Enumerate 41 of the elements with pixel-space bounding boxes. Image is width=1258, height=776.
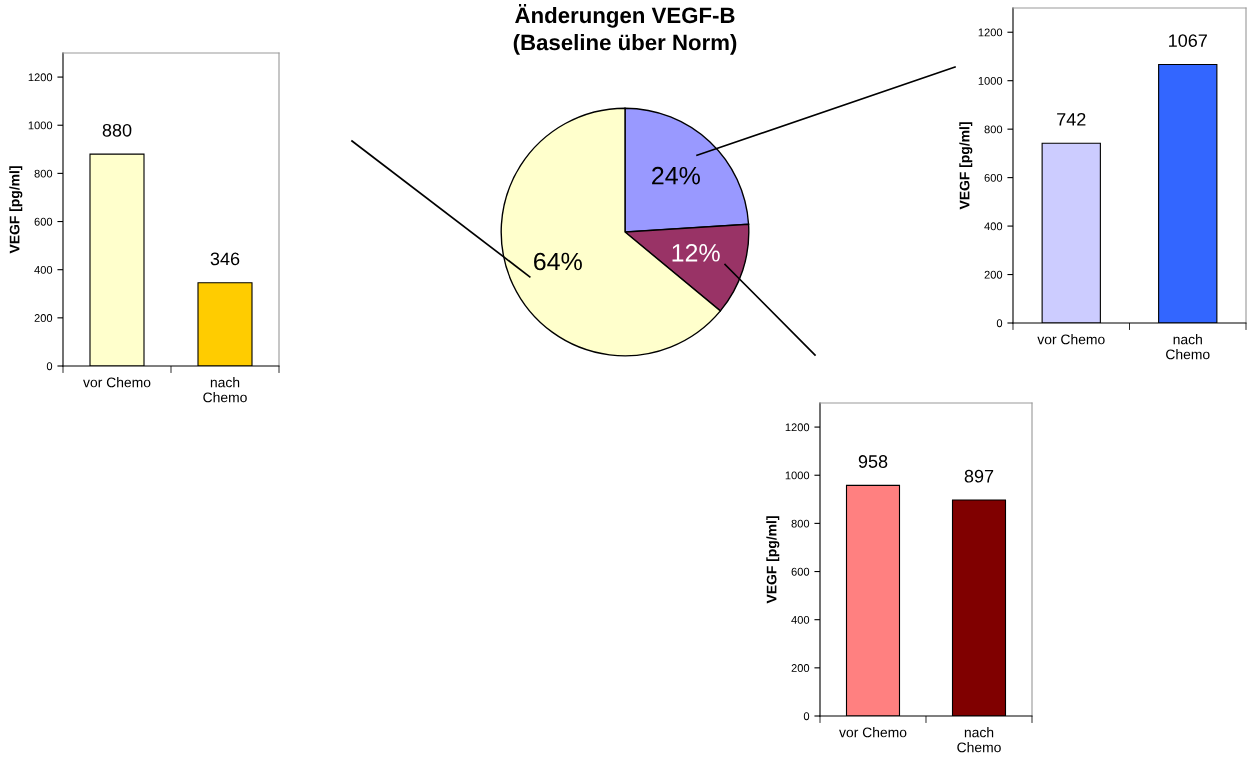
y-tick-label: 200 [34,314,53,322]
y-tick-label: 200 [791,664,810,672]
y-tick-label: 800 [791,519,810,528]
y-tick-label: 1200 [28,73,53,82]
y-tick-label: 400 [34,265,53,274]
y-tick-label: 0 [996,319,1003,328]
y-tick-label: 0 [46,362,53,371]
chart-title: Änderungen VEGF-B [515,4,735,28]
y-axis-title: VEGF [pg/ml] [9,166,23,254]
x-tick-label: nach Chemo [1166,334,1210,360]
data-label: 742 [1057,112,1086,126]
y-tick-label: 200 [984,270,1003,279]
y-tick-label: 400 [984,222,1003,231]
y-tick-label: 1200 [978,28,1003,37]
data-label: 1067 [1169,34,1207,47]
y-tick-label: 1000 [28,121,53,130]
y-tick-label: 800 [34,169,53,178]
x-tick-label: vor Chemo [1037,334,1105,345]
y-tick-label: 600 [984,173,1003,182]
x-tick-label: nach Chemo [957,727,1001,753]
y-tick-label: 600 [34,217,53,226]
y-tick-label: 1200 [785,423,810,432]
y-tick-label: 1000 [785,471,810,480]
data-label: 897 [964,469,994,483]
data-label: 958 [858,455,888,468]
x-tick-label: vor Chemo [839,727,907,738]
y-tick-label: 400 [791,615,810,624]
y-tick-label: 600 [791,567,810,576]
x-tick-label: nach Chemo [203,377,247,403]
y-tick-label: 800 [984,125,1003,134]
y-axis-title: VEGF [pg/ml] [766,516,780,604]
data-label: 64% [534,252,582,271]
chart-subtitle: (Baseline über Norm) [513,34,737,55]
y-tick-label: 0 [803,712,810,721]
y-axis-title: VEGF [pg/ml] [959,122,973,210]
data-label: 346 [210,252,240,266]
data-label: 12% [672,243,720,262]
data-label: 24% [652,166,700,185]
y-tick-label: 1000 [978,76,1003,85]
x-tick-label: vor Chemo [83,377,151,388]
data-label: 880 [102,123,132,137]
